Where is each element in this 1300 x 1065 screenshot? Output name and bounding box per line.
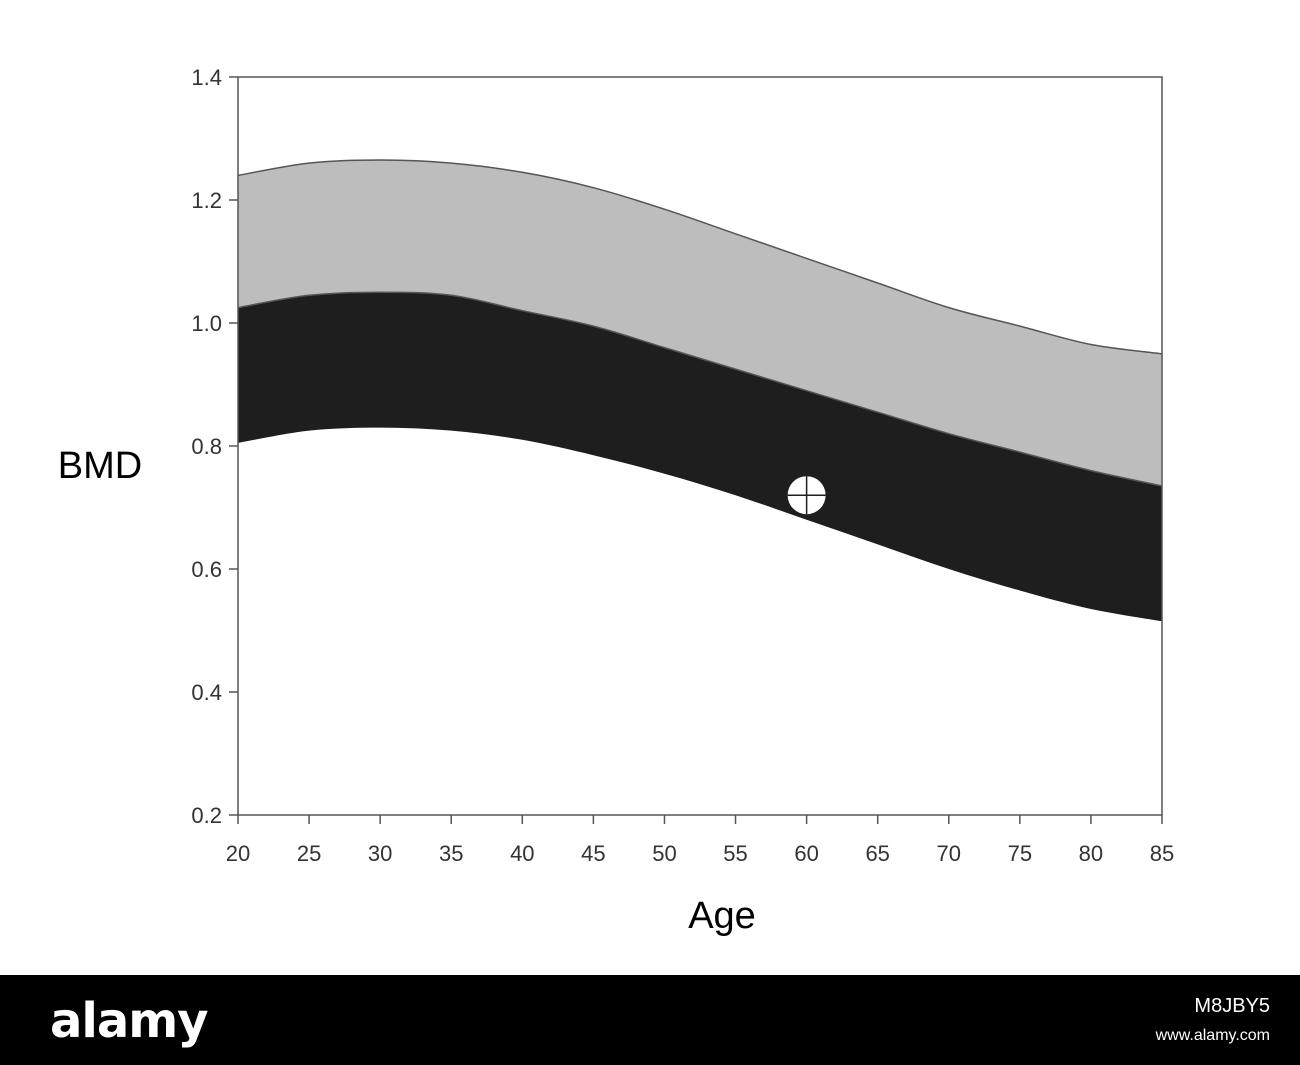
x-axis-title: Age: [688, 895, 756, 937]
y-axis-title: BMD: [58, 445, 142, 487]
band-upper: [238, 160, 1162, 486]
watermark-band: alamy M8JBY5 www.alamy.com: [0, 975, 1300, 1065]
x-tick-label: 45: [581, 841, 605, 866]
y-tick-label: 0.2: [191, 803, 222, 828]
watermark-logo: alamy: [50, 993, 209, 1049]
y-tick-label: 0.6: [191, 557, 222, 582]
y-tick-label: 0.8: [191, 434, 222, 459]
band-lower: [238, 292, 1162, 622]
x-tick-label: 75: [1008, 841, 1032, 866]
y-axis-ticks: 1.4 1.2 1.0 0.8 0.6 0.4 0.2: [191, 65, 238, 828]
patient-marker-layer: [787, 476, 826, 515]
x-tick-label: 80: [1079, 841, 1103, 866]
bands-layer: [237, 159, 1163, 622]
watermark-image-id: M8JBY5: [1194, 995, 1270, 1017]
x-tick-label: 40: [510, 841, 534, 866]
watermark-site: www.alamy.com: [1155, 1027, 1270, 1044]
y-tick-label: 1.4: [191, 65, 222, 90]
x-tick-label: 35: [439, 841, 463, 866]
x-tick-label: 25: [297, 841, 321, 866]
y-tick-label: 0.4: [191, 680, 222, 705]
band-upper-edge: [237, 159, 1163, 355]
y-tick-label: 1.0: [191, 311, 222, 336]
x-tick-label: 50: [652, 841, 676, 866]
x-tick-label: 60: [794, 841, 818, 866]
x-tick-label: 70: [937, 841, 961, 866]
bmd-chart: 20 25 30 35 40 45 50 55 60 65 70 75 80 85 1.4 1.2 1.0 0.…: [58, 65, 1174, 937]
x-tick-label: 85: [1150, 841, 1174, 866]
x-tick-label: 20: [226, 841, 250, 866]
band-lower-edge: [237, 291, 1163, 487]
x-tick-label: 55: [723, 841, 747, 866]
x-axis-ticks: 20 25 30 35 40 45 50 55 60 65 70 75 80 85: [226, 815, 1174, 866]
y-tick-label: 1.2: [191, 188, 222, 213]
x-tick-label: 30: [368, 841, 392, 866]
x-tick-label: 65: [865, 841, 889, 866]
